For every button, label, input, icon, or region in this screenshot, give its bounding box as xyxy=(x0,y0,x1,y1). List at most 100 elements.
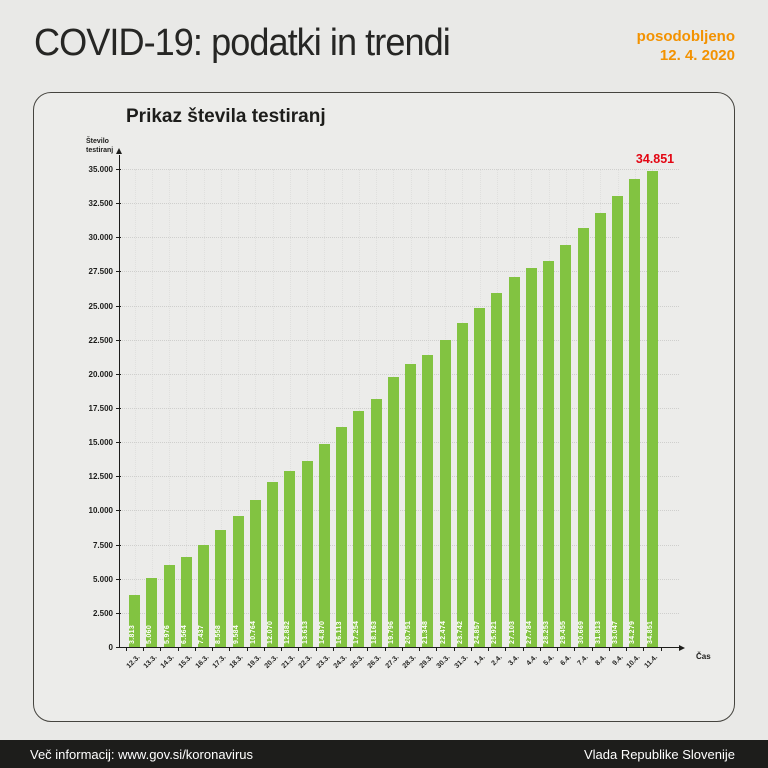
y-tick-mark xyxy=(116,305,121,307)
bar-value-label: 17.254 xyxy=(353,620,361,644)
x-tick-mark xyxy=(539,648,541,651)
bar-value-label: 5.060 xyxy=(146,624,154,644)
x-category-label: 17.3. xyxy=(211,654,228,670)
updated-date: 12. 4. 2020 xyxy=(659,47,735,64)
y-tick-label: 25.000 xyxy=(88,301,113,311)
x-category-label: 9.4. xyxy=(611,654,625,668)
bar-value-label: 18.163 xyxy=(370,620,378,644)
bar xyxy=(129,594,140,647)
x-category-label: 13.3. xyxy=(142,654,159,670)
bar-value-label: 6.564 xyxy=(180,624,188,644)
y-tick-label: 22.500 xyxy=(88,335,113,345)
y-tick-mark xyxy=(116,476,121,478)
y-axis-title: Število testiranj xyxy=(86,137,113,155)
gridline-horizontal xyxy=(119,612,679,614)
y-axis-line xyxy=(119,155,120,647)
bar xyxy=(525,267,537,647)
x-tick-mark xyxy=(263,648,265,651)
footer: Več informacij: www.gov.si/koronavirus V… xyxy=(0,740,768,768)
bar-value-label: 16.113 xyxy=(336,621,343,644)
x-category-label: 28.3. xyxy=(401,654,418,670)
bar xyxy=(284,471,296,647)
bar xyxy=(474,307,485,647)
bar-value-label: 12.070 xyxy=(267,620,274,644)
y-tick-label: 17.500 xyxy=(88,404,113,413)
y-tick-label: 15.000 xyxy=(88,438,113,448)
bar xyxy=(318,443,330,647)
bar-value-label: 27.784 xyxy=(525,620,533,644)
y-tick-mark xyxy=(116,373,121,375)
x-tick-mark xyxy=(591,648,593,651)
x-tick-mark xyxy=(401,648,403,651)
bar-value-label: 23.742 xyxy=(456,620,464,644)
bar xyxy=(387,376,399,647)
bar-value-label: 30.669 xyxy=(577,620,585,644)
bar-value-label: 19.796 xyxy=(387,620,395,644)
x-category-label: 26.3. xyxy=(366,654,383,670)
x-tick-mark xyxy=(367,648,369,651)
y-tick-label: 35.000 xyxy=(88,165,113,174)
bar-value-label: 20.751 xyxy=(405,620,412,644)
x-tick-mark xyxy=(332,648,334,651)
x-category-label: 4.4. xyxy=(524,654,539,668)
bar xyxy=(543,261,554,647)
x-category-label: 18.3. xyxy=(228,654,245,670)
bar xyxy=(422,355,434,647)
bar xyxy=(370,398,382,647)
x-tick-mark xyxy=(470,648,472,651)
x-category-label: 5.4. xyxy=(542,654,556,668)
y-tick-mark xyxy=(116,271,121,273)
bar-value-label: 28.253 xyxy=(543,620,550,644)
x-tick-mark xyxy=(177,648,179,651)
x-category-label: 1.4. xyxy=(473,654,487,668)
y-axis-title-line1: Število xyxy=(86,138,109,145)
bar-value-label: 14.870 xyxy=(318,620,326,644)
bar-value-label: 24.857 xyxy=(474,620,481,644)
x-category-label: 31.3. xyxy=(453,654,470,670)
bar xyxy=(198,545,209,647)
bar xyxy=(215,530,227,647)
y-tick-mark xyxy=(116,408,121,409)
bar xyxy=(439,340,451,647)
x-category-label: 19.3. xyxy=(246,654,263,670)
x-tick-mark xyxy=(194,648,196,651)
x-category-label: 27.3. xyxy=(384,654,401,670)
bar xyxy=(491,292,503,647)
x-category-label: 7.4. xyxy=(576,654,590,668)
x-category-label: 11.4. xyxy=(643,654,659,670)
x-category-label: 14.3. xyxy=(159,654,176,670)
x-tick-mark xyxy=(350,648,352,651)
gridline-horizontal xyxy=(119,271,679,273)
x-category-label: 8.4. xyxy=(593,654,608,668)
x-tick-mark xyxy=(143,648,145,651)
bar-value-label: 33.047 xyxy=(612,620,619,644)
bar xyxy=(560,244,572,647)
gridline-horizontal xyxy=(119,544,679,546)
x-category-label: 25.3. xyxy=(349,654,366,670)
bar xyxy=(405,363,416,647)
x-category-label: 20.3. xyxy=(263,654,280,670)
y-tick-label: 27.500 xyxy=(88,267,113,277)
gridline-horizontal xyxy=(119,578,679,580)
y-tick-mark xyxy=(116,237,121,239)
bar-value-label: 34.851 xyxy=(646,620,654,644)
bar xyxy=(508,276,520,647)
bar xyxy=(249,499,261,647)
x-category-label: 24.3. xyxy=(332,654,349,670)
gridline-horizontal xyxy=(119,305,679,307)
x-tick-mark xyxy=(419,648,421,651)
y-tick-mark xyxy=(116,544,121,546)
gridline-horizontal xyxy=(119,169,679,170)
y-tick-label: 10.000 xyxy=(88,506,113,516)
bar xyxy=(146,577,158,647)
bar-value-label: 21.348 xyxy=(422,620,430,644)
x-category-label: 2.4. xyxy=(490,654,504,668)
y-tick-mark xyxy=(116,647,121,648)
x-axis-line xyxy=(119,647,679,648)
x-tick-mark xyxy=(246,648,248,651)
x-tick-mark xyxy=(505,648,507,651)
bar-value-label: 27.103 xyxy=(508,620,516,644)
bar-chart-plot: 0 2.500 5.000 7.500 10.000 12.500 15.000 17.500… xyxy=(34,93,734,721)
y-tick-mark xyxy=(116,203,121,205)
